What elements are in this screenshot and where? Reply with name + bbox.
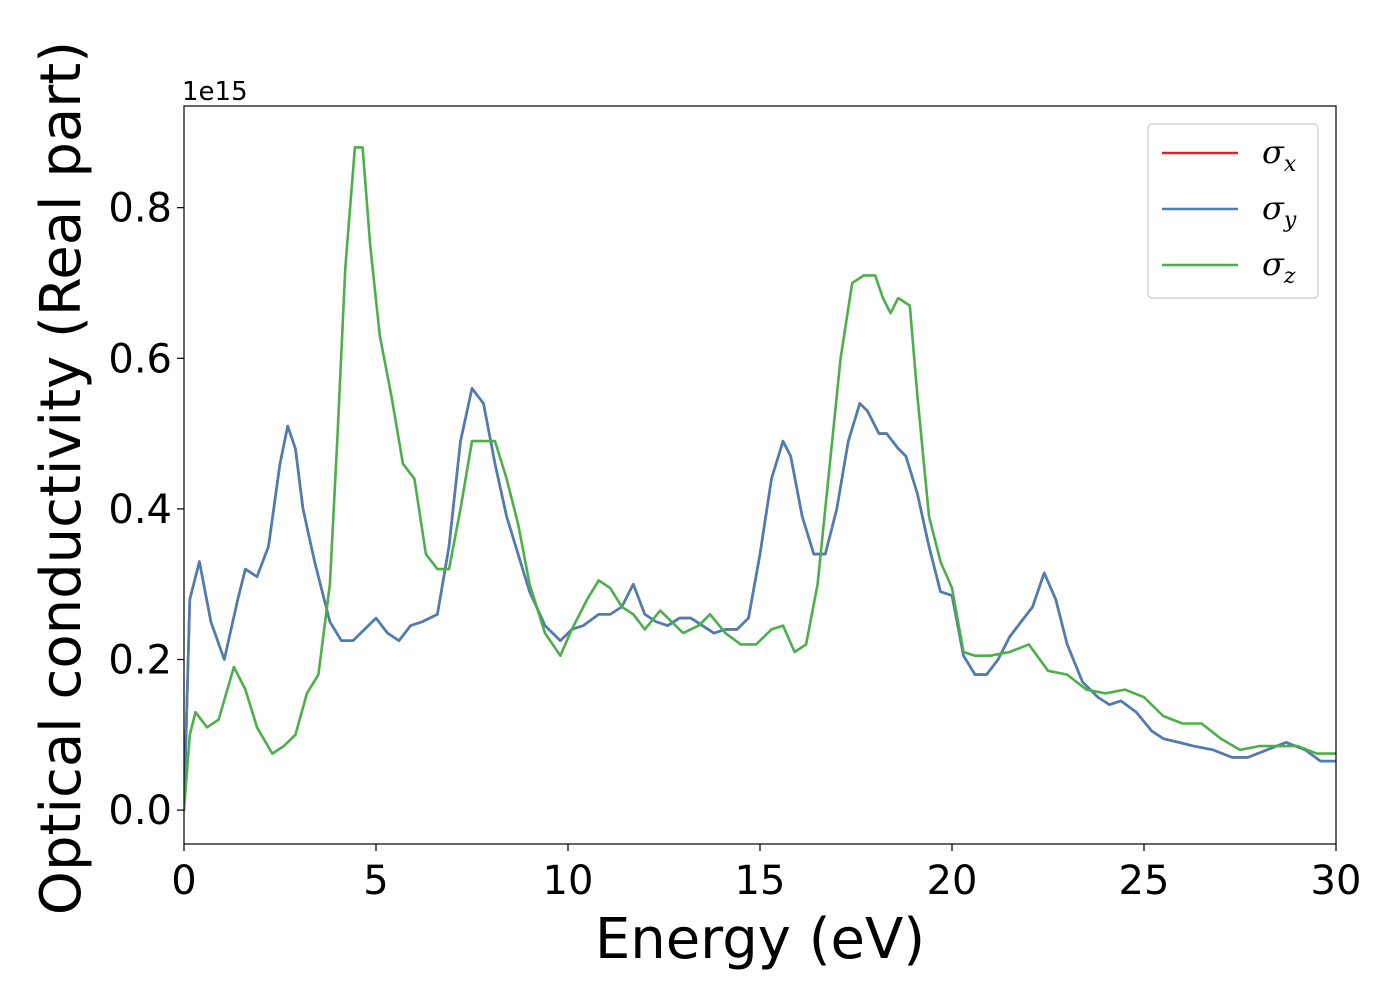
- y-tick-label: 0.4: [108, 487, 172, 533]
- x-axis: 0 5 10 15 20 25 30: [171, 844, 1361, 904]
- y-offset-text: 1e15: [182, 77, 248, 107]
- x-tick-label: 30: [1311, 858, 1362, 904]
- legend-label-y: σy: [1262, 189, 1297, 233]
- legend-box: [1147, 123, 1319, 299]
- x-tick-label: 0: [171, 858, 196, 904]
- y-axis-title: Optical conductivity (Real part): [29, 41, 94, 915]
- y-axis: 0.0 0.2 0.4 0.6 0.8: [108, 186, 184, 834]
- series-line-y: [184, 387, 1336, 812]
- y-tick-label: 0.6: [108, 336, 172, 382]
- series-layer: [184, 146, 1336, 812]
- y-tick-label: 0.2: [108, 638, 172, 684]
- x-tick-label: 20: [927, 858, 978, 904]
- y-tick-label: 0.8: [108, 186, 172, 232]
- x-tick-label: 15: [735, 858, 786, 904]
- x-axis-title: Energy (eV): [595, 907, 925, 972]
- x-tick-label: 10: [543, 858, 594, 904]
- legend-label-z: σz: [1262, 245, 1296, 289]
- legend-label-x: σx: [1262, 133, 1297, 177]
- y-tick-label: 0.0: [108, 788, 172, 834]
- legend: σx σy σz: [1147, 123, 1319, 299]
- series-line-z: [184, 146, 1336, 812]
- x-tick-label: 5: [363, 858, 388, 904]
- x-tick-label: 25: [1119, 858, 1170, 904]
